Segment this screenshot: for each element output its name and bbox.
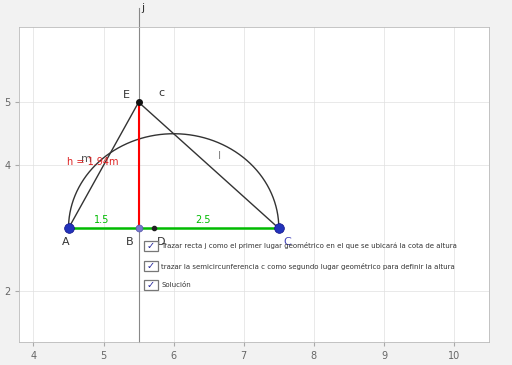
Text: B: B	[125, 237, 133, 246]
Text: A: A	[62, 237, 70, 246]
Text: Trazar recta j como el primer lugar geométrico en el que se ubicará la cota de a: Trazar recta j como el primer lugar geom…	[161, 242, 457, 249]
FancyBboxPatch shape	[143, 241, 158, 251]
Text: D: D	[157, 237, 165, 246]
FancyBboxPatch shape	[143, 280, 158, 290]
Text: m: m	[80, 154, 92, 164]
FancyBboxPatch shape	[143, 261, 158, 271]
Text: h = 1.94m: h = 1.94m	[68, 157, 119, 167]
Text: Solución: Solución	[161, 282, 191, 288]
Text: j: j	[141, 3, 144, 13]
Text: trazar la semicircunferencia c como segundo lugar geométrico para definir la alt: trazar la semicircunferencia c como segu…	[161, 263, 455, 270]
Text: C: C	[283, 237, 291, 246]
Text: E: E	[123, 90, 130, 100]
Text: 2.5: 2.5	[196, 215, 211, 224]
Text: ✓: ✓	[146, 261, 155, 271]
Text: l: l	[218, 151, 221, 161]
Text: ✓: ✓	[146, 241, 155, 251]
Text: c: c	[158, 88, 164, 98]
Text: 1.5: 1.5	[94, 215, 109, 224]
Text: ✓: ✓	[146, 280, 155, 290]
